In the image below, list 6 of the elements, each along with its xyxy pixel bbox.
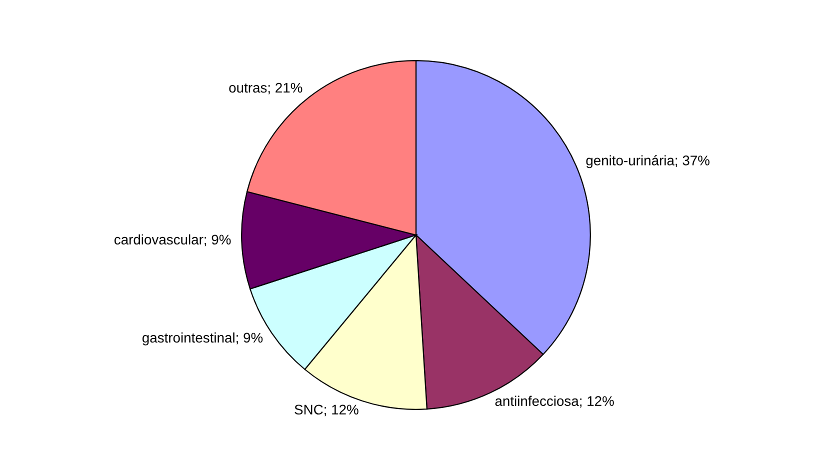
slice-label: gastrointestinal; 9% <box>142 332 263 346</box>
slice-label: genito-urinária; 37% <box>586 155 710 168</box>
slice-label: cardiovascular; 9% <box>114 234 231 246</box>
slice-label: antiinfecciosa; 12% <box>495 396 614 408</box>
slice-label: outras; 21% <box>229 82 302 94</box>
slice-label: SNC; 12% <box>294 404 358 416</box>
